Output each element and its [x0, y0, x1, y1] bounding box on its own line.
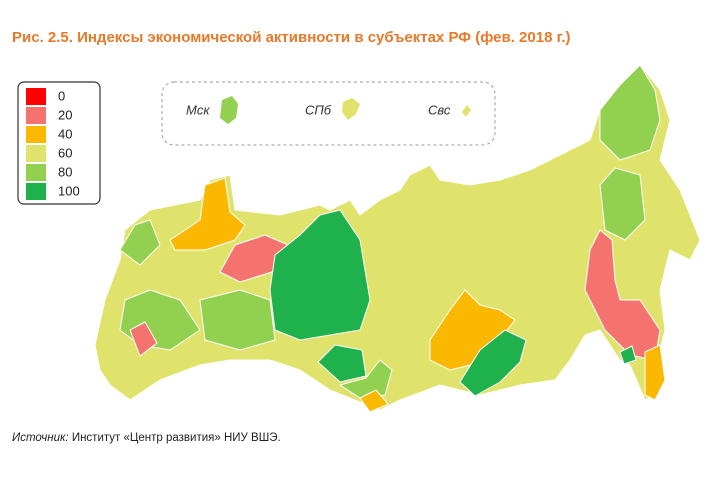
region — [644, 344, 666, 401]
inset-shape — [462, 105, 471, 117]
legend-label: 40 — [58, 126, 72, 141]
legend-label: 100 — [58, 183, 80, 198]
legend-swatch — [26, 126, 46, 143]
region — [199, 289, 276, 351]
legend-label: 20 — [58, 107, 72, 122]
legend-swatch — [26, 164, 46, 181]
region — [599, 64, 661, 161]
region — [119, 219, 161, 266]
inset-label: Мск — [186, 102, 210, 117]
region — [169, 177, 246, 251]
legend-label: 60 — [58, 145, 72, 160]
region — [129, 321, 158, 357]
region — [459, 329, 527, 397]
inset-label: Свс — [428, 102, 451, 117]
legend: 0 20 40 60 80 100 — [17, 81, 101, 205]
region — [269, 209, 371, 341]
region — [429, 289, 516, 371]
source-text: Институт «Центр развития» НИУ ВШЭ. — [72, 432, 281, 444]
inset-shape — [220, 96, 238, 124]
region — [317, 344, 367, 383]
legend-swatch — [26, 88, 46, 105]
inset-shape — [342, 98, 360, 120]
legend-swatch — [26, 107, 46, 124]
inset-label: СПб — [305, 102, 332, 117]
region — [359, 389, 389, 413]
inset-frame — [161, 81, 496, 146]
legend-label: 0 — [58, 88, 65, 103]
source: Источник: Институт «Центр развития» НИУ … — [12, 432, 281, 444]
region — [599, 167, 646, 241]
legend-label: 80 — [58, 164, 72, 179]
figure-title: Рис. 2.5. Индексы экономической активнос… — [12, 29, 571, 46]
legend-swatch — [26, 183, 46, 200]
legend-swatch — [26, 145, 46, 162]
region — [619, 345, 637, 365]
source-label: Источник: — [12, 432, 69, 444]
map — [94, 64, 701, 413]
